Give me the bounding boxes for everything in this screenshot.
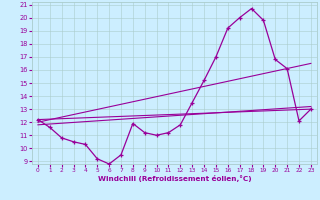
X-axis label: Windchill (Refroidissement éolien,°C): Windchill (Refroidissement éolien,°C)	[98, 175, 251, 182]
